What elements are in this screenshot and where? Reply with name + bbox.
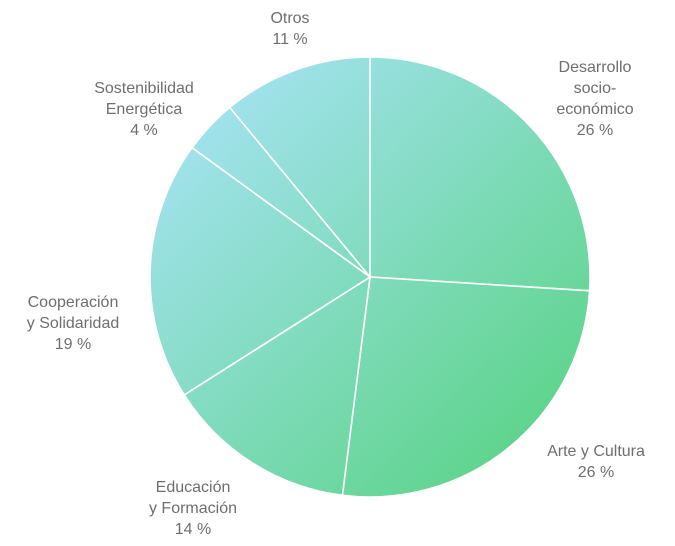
label-line: socio- [573,80,617,97]
slice-label-sostenibilidad: Sostenibilidad Energética 4 % [94,78,194,141]
value-label: 19 % [54,336,92,353]
label-line: Arte y Cultura [547,443,645,460]
pie-slice-3 [149,146,372,396]
label-line: Sostenibilidad [94,80,194,97]
label-line: económico [556,101,634,118]
value-label: 26 % [576,122,614,139]
value-label: 11 % [272,31,308,48]
pie-slice-5 [228,56,371,280]
label-line: y Solidaridad [26,315,120,332]
pie-slice-2 [183,275,372,497]
label-line: Energética [105,101,183,118]
value-label: 26 % [577,464,615,481]
value-label: 4 % [130,122,158,139]
label-line: Educación [155,479,231,496]
label-line: y Formación [148,500,238,517]
slice-label-arte: Arte y Cultura 26 % [547,441,645,483]
pie-slice-1 [341,276,591,498]
slice-label-cooperacion: Cooperación y Solidaridad 19 % [27,292,120,355]
slice-label-desarrollo: Desarrollo socio- económico 26 % [556,57,633,141]
label-line: Cooperación [27,294,119,311]
label-line: Otros [270,10,310,27]
label-line: Desarrollo [558,59,632,76]
pie-slice-0 [369,56,591,292]
slice-label-educacion: Educación y Formación 14 % [149,477,237,540]
value-label: 14 % [174,521,212,538]
slice-label-otros: Otros 11 % [270,8,309,50]
